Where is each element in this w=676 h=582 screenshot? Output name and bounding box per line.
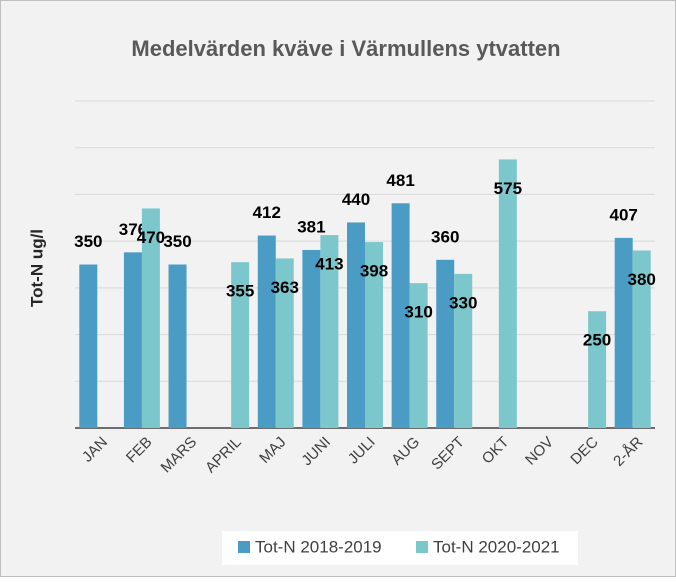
data-label: 575 [494, 179, 522, 198]
bar [168, 264, 187, 428]
data-label: 380 [628, 270, 656, 289]
bar [436, 259, 455, 428]
bar [614, 237, 633, 428]
bar [123, 252, 142, 428]
bar [347, 222, 365, 428]
legend-swatch [238, 541, 250, 553]
bar [302, 250, 321, 428]
bar [257, 235, 276, 428]
bar [498, 159, 517, 428]
data-label: 440 [342, 190, 370, 209]
bar [409, 283, 428, 428]
data-label: 407 [610, 205, 638, 224]
bar [79, 264, 98, 428]
bar [141, 208, 160, 428]
data-label: 481 [386, 171, 414, 190]
bar [632, 250, 651, 428]
data-label: 330 [449, 293, 477, 312]
legend-box [222, 531, 578, 565]
bar [275, 258, 294, 428]
bar [391, 203, 410, 428]
data-label: 470 [137, 228, 165, 247]
legend-label: Tot-N 2020-2021 [433, 537, 560, 556]
data-label: 350 [74, 232, 102, 251]
data-label: 413 [315, 255, 343, 274]
y-axis-label: Tot-N ug/l [27, 229, 46, 307]
chart-title: Medelvärden kväve i Värmullens ytvatten [131, 36, 560, 61]
legend-label: Tot-N 2018-2019 [255, 537, 382, 556]
data-label: 250 [583, 331, 611, 350]
data-label: 355 [226, 282, 254, 301]
data-label: 376 [119, 220, 147, 239]
bar [365, 242, 383, 428]
bar [231, 262, 250, 428]
legend-swatch [416, 541, 428, 553]
data-label: 360 [431, 227, 459, 246]
data-label: 310 [404, 303, 432, 322]
bar [320, 235, 339, 428]
data-label: 381 [297, 218, 325, 237]
data-label: 350 [163, 232, 191, 251]
bar [454, 273, 473, 428]
data-label: 363 [271, 278, 299, 297]
data-label: 398 [360, 262, 388, 281]
data-label: 412 [253, 203, 281, 222]
bar [588, 311, 607, 428]
